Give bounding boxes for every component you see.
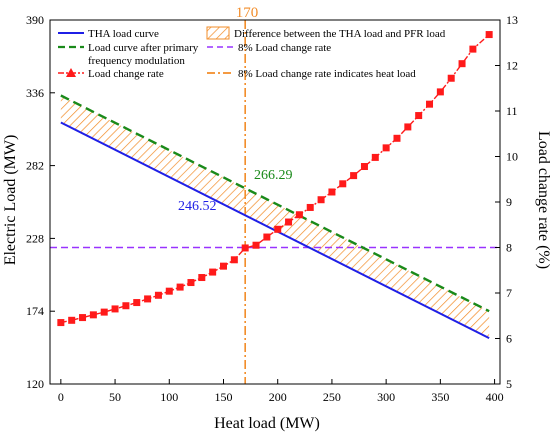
rate-point [165,287,173,295]
rate-point [209,268,217,276]
y-right-tick-label: 8 [506,241,512,255]
rate-point [198,274,206,282]
y-left-tick-label: 282 [26,159,44,173]
rate-point [230,256,238,264]
x-axis-label: Heat load (MW) [214,415,320,432]
rate-point [133,299,141,307]
x-tick-label: 350 [431,390,449,404]
rate-point [263,233,271,241]
rate-point [219,262,227,270]
legend: THA load curve Load curve after primary … [58,26,446,80]
y-left-tick-label: 228 [26,231,44,245]
rate-point [122,302,130,310]
legend-label-tha: THA load curve [88,28,159,40]
legend-label-eight: 8% Load change rate [238,42,331,54]
legend-label-diff: Difference between the THA load and PFR … [234,28,446,40]
legend-item-pfr: Load curve after primary frequency modul… [58,42,199,67]
legend-item-eight-heat: 8% Load change rate indicates heat load [207,68,416,80]
rate-point [328,188,336,196]
rate-point [404,123,412,131]
x-tick-label: 0 [58,390,64,404]
rate-point [485,31,493,39]
rate-point [382,144,390,152]
rate-point [274,225,282,233]
y-right-tick-label: 7 [506,286,512,300]
rate-point [295,211,303,219]
y-left-tick-label: 336 [26,86,44,100]
rate-point [447,74,455,82]
rate-point [79,314,87,322]
rate-markers-layer [57,31,493,327]
rate-point [100,308,108,316]
x-tick-label: 100 [160,390,178,404]
rate-point [144,295,152,303]
y-right-tick-label: 12 [506,59,518,73]
rate-point [339,180,347,188]
legend-label-eight-heat: 8% Load change rate indicates heat load [238,68,416,80]
y-right-tick-label: 5 [506,377,512,391]
rate-point [111,305,119,313]
reference-lines-layer [50,20,500,384]
legend-label-pfr-2: frequency modulation [88,55,185,67]
rate-point [415,112,423,120]
rate-point [350,172,358,180]
x-tick-label: 200 [269,390,287,404]
rate-point [176,283,184,291]
legend-item-rate: Load change rate [58,68,164,80]
legend-item-diff: Difference between the THA load and PFR … [206,26,446,40]
y-right-tick-label: 9 [506,195,512,209]
y-left-ticks: 120 174 228 282 336 390 [26,13,55,391]
y-left-axis-label: Electric Load (MW) [2,135,19,266]
annotation-246: 246.52 [178,199,217,214]
rate-point [360,163,368,171]
x-tick-label: 150 [214,390,232,404]
legend-label-pfr-1: Load curve after primary [88,42,199,54]
series-line-2 [60,34,490,324]
rate-point [306,203,314,211]
x-ticks: 0 50 100 150 200 250 300 350 400 [58,379,504,404]
x-tick-label: 300 [377,390,395,404]
y-right-tick-label: 11 [506,104,518,118]
y-right-tick-label: 10 [506,150,518,164]
series-line-1 [60,94,490,313]
rate-point [371,153,379,161]
y-right-tick-label: 13 [506,13,518,27]
rate-point [57,319,65,327]
triangle-marker-icon [66,68,76,77]
rate-point [187,279,195,287]
rate-point [317,196,325,204]
y-right-tick-label: 6 [506,332,512,346]
rate-point [458,60,466,68]
rate-point [426,100,434,108]
difference-region [60,95,490,339]
x-tick-label: 400 [486,390,504,404]
rate-point [68,316,76,324]
rate-point [393,134,401,142]
x-tick-label: 250 [323,390,341,404]
difference-region-layer [60,95,490,339]
rate-point [154,291,162,299]
rate-point [285,218,293,226]
rate-point [252,241,260,249]
y-right-axis-label: Load change rate (%) [535,131,550,269]
rate-point [469,45,477,53]
annotation-266: 266.29 [254,168,293,183]
legend-label-rate: Load change rate [88,68,164,80]
annotation-170: 170 [236,5,259,21]
x-tick-label: 50 [109,390,121,404]
y-right-ticks: 5 6 7 8 9 10 11 12 13 [495,13,518,391]
rate-point [89,311,97,319]
rate-point [436,88,444,96]
legend-item-tha: THA load curve [58,28,159,40]
y-left-tick-label: 174 [26,304,44,318]
legend-item-eight: 8% Load change rate [207,42,331,54]
y-left-tick-label: 390 [26,13,44,27]
rate-point [241,244,249,252]
y-left-tick-label: 120 [26,377,44,391]
